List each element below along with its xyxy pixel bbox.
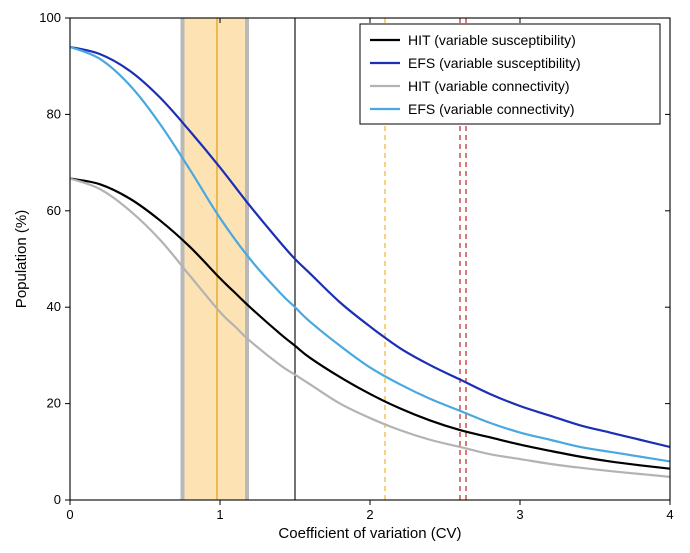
x-tick-label: 2 [366,507,373,522]
legend: HIT (variable susceptibility) EFS (variab… [360,24,660,124]
y-tick-label: 80 [47,106,61,121]
x-axis-label: Coefficient of variation (CV) [278,525,461,542]
legend-label: EFS (variable connectivity) [408,101,575,117]
x-tick-label: 3 [516,507,523,522]
y-axis-label: Population (%) [13,210,30,308]
cv-band [183,18,248,500]
legend-label: EFS (variable susceptibility) [408,55,581,71]
y-tick-label: 60 [47,203,61,218]
legend-label: HIT (variable susceptibility) [408,32,576,48]
x-tick-label: 1 [216,507,223,522]
y-tick-label: 100 [39,10,61,25]
y-tick-label: 20 [47,396,61,411]
chart-container: 01234020406080100Coefficient of variatio… [0,0,690,553]
y-tick-label: 0 [54,492,61,507]
x-tick-label: 0 [66,507,73,522]
line-chart: 01234020406080100Coefficient of variatio… [0,0,690,553]
y-tick-label: 40 [47,299,61,314]
x-tick-label: 4 [666,507,673,522]
legend-label: HIT (variable connectivity) [408,78,570,94]
